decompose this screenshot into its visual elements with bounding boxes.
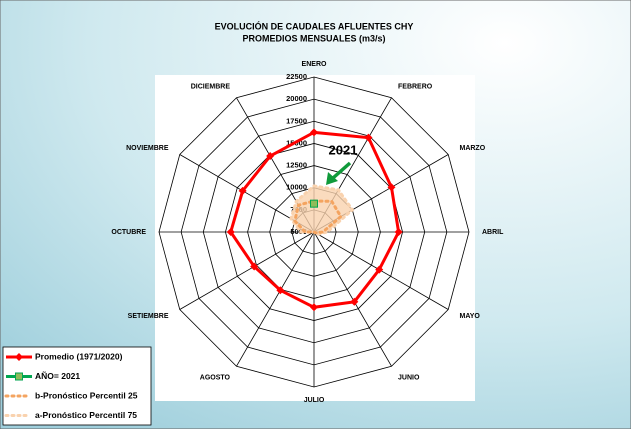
legend-items: Promedio (1971/2020) AÑO= 2021 b-Pronóstic…	[4, 351, 138, 420]
plot-area	[155, 75, 475, 401]
r-tick-label: 20000	[286, 94, 307, 103]
marker	[364, 133, 373, 142]
spoke	[179, 231, 315, 310]
marker	[394, 228, 403, 236]
category-label: JULIO	[304, 397, 325, 404]
marker	[310, 128, 318, 137]
legend-marker	[15, 353, 23, 361]
category-label: OCTUBRE	[111, 229, 146, 236]
series-area	[289, 184, 355, 236]
marker	[226, 228, 235, 236]
legend-marker	[15, 372, 23, 381]
marker	[250, 262, 259, 271]
category-label: JUNIO	[398, 374, 420, 381]
marker	[276, 286, 285, 295]
legend-label: a-Pronóstico Percentil 75	[35, 410, 137, 420]
chart-title: EVOLUCIÓN DE CAUDALES AFLUENTES CHY	[215, 20, 414, 31]
r-tick-label: 17500	[286, 116, 307, 125]
marker	[310, 303, 318, 312]
marker	[238, 186, 247, 195]
annotation-arrow	[331, 161, 352, 180]
r-tick-label: 22500	[286, 72, 307, 81]
legend	[2, 346, 152, 426]
annotation-arrowhead	[326, 172, 338, 185]
legend-label: Promedio (1971/2020)	[35, 351, 123, 361]
legend-label: AÑO= 2021	[35, 371, 80, 381]
marker	[387, 183, 396, 192]
marker	[266, 152, 275, 161]
marker	[350, 297, 359, 306]
category-label: NOVIEMBRE	[126, 145, 169, 152]
category-label: FEBRERO	[398, 83, 433, 90]
r-tick-label: 5000	[290, 227, 307, 236]
annotation: 2021	[329, 142, 358, 157]
legend-label: b-Pronóstico Percentil 25	[35, 390, 138, 400]
category-label: SETIEMBRE	[128, 313, 169, 320]
category-label: MARZO	[459, 145, 485, 152]
category-label: AGOSTO	[200, 374, 231, 381]
category-label: MAYO	[459, 313, 480, 320]
r-tick-label: 10000	[286, 183, 307, 192]
category-label: ABRIL	[482, 229, 504, 236]
category-label: DICIEMBRE	[191, 83, 231, 90]
r-tick-label: 12500	[286, 161, 307, 170]
series-area	[293, 199, 343, 235]
chart-subtitle: PROMEDIOS MENSUALES (m3/s)	[242, 33, 385, 43]
spoke	[313, 231, 392, 367]
category-label: ENERO	[302, 61, 327, 68]
marker	[375, 265, 384, 274]
marker	[310, 199, 318, 208]
spoke	[236, 231, 315, 367]
